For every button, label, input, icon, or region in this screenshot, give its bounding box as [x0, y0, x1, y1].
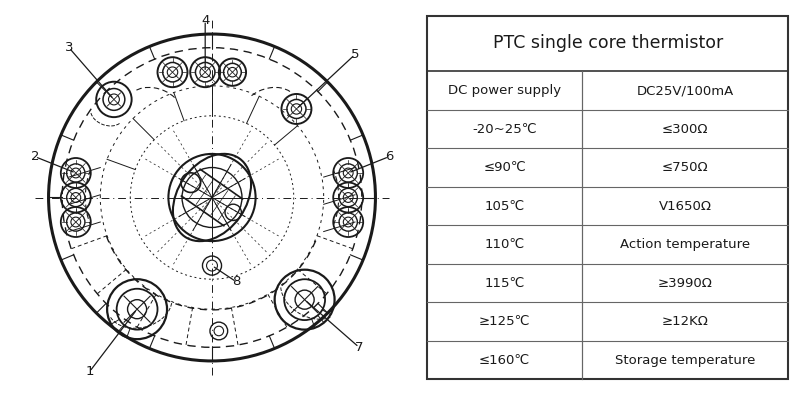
- Text: 8: 8: [232, 275, 241, 288]
- Text: ≤300Ω: ≤300Ω: [662, 122, 708, 135]
- Text: PTC single core thermistor: PTC single core thermistor: [493, 34, 723, 53]
- Text: ≥12KΩ: ≥12KΩ: [662, 315, 709, 328]
- Text: 3: 3: [65, 41, 74, 54]
- Text: 5: 5: [350, 48, 359, 61]
- Text: 7: 7: [355, 341, 363, 354]
- Text: 105℃: 105℃: [485, 199, 525, 213]
- Text: DC power supply: DC power supply: [448, 84, 561, 97]
- Text: Action temperature: Action temperature: [620, 238, 750, 251]
- Text: ≥3990Ω: ≥3990Ω: [658, 276, 713, 290]
- Text: 2: 2: [30, 150, 39, 163]
- Text: Storage temperature: Storage temperature: [615, 354, 755, 367]
- Text: 1: 1: [85, 365, 94, 378]
- Text: ≤90℃: ≤90℃: [483, 161, 526, 174]
- Text: ≥125℃: ≥125℃: [479, 315, 530, 328]
- Text: -20~25℃: -20~25℃: [472, 122, 537, 135]
- Text: 6: 6: [385, 150, 394, 163]
- Text: 110℃: 110℃: [485, 238, 525, 251]
- Text: 115℃: 115℃: [485, 276, 525, 290]
- Text: DC25V/100mA: DC25V/100mA: [637, 84, 734, 97]
- Text: 4: 4: [201, 14, 210, 27]
- Text: Ⅴ1650Ω: Ⅴ1650Ω: [658, 199, 711, 213]
- Text: ≤750Ω: ≤750Ω: [662, 161, 708, 174]
- Text: ≤160℃: ≤160℃: [479, 354, 530, 367]
